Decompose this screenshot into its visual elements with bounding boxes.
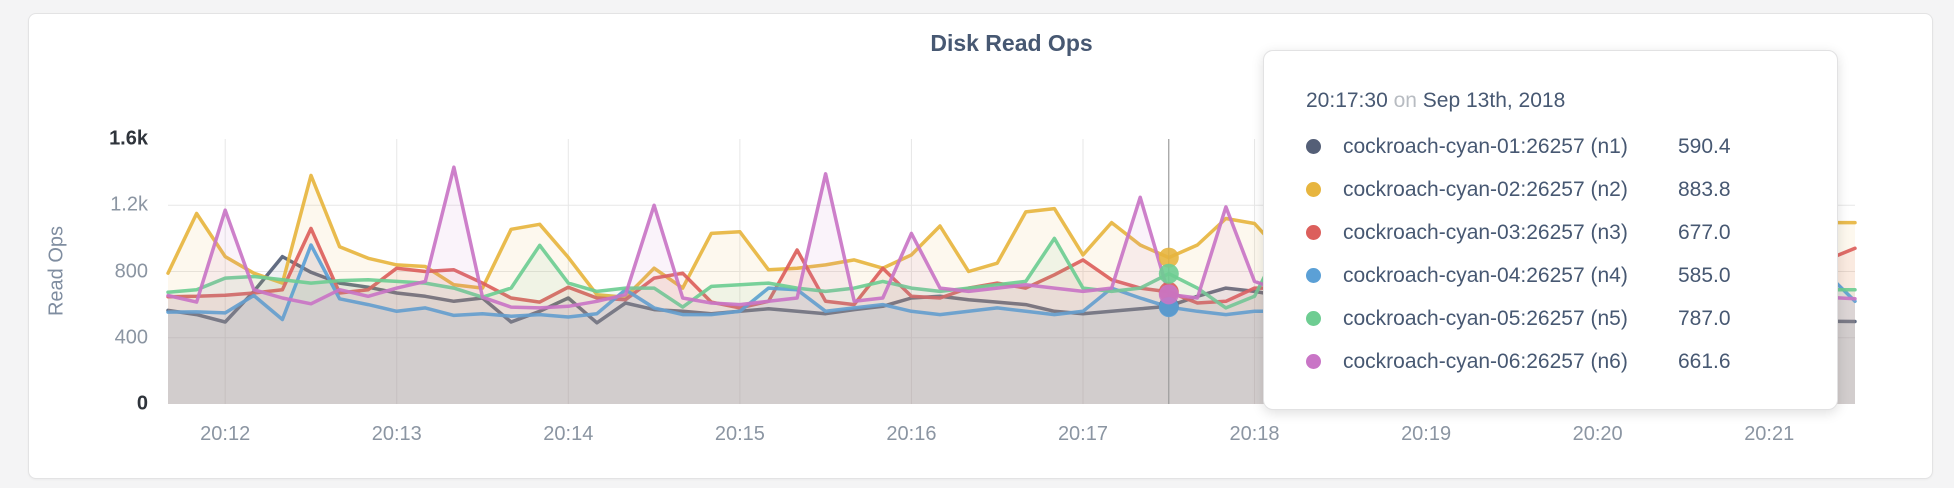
tooltip-row: cockroach-cyan-03:26257 (n3) 677.0 [1306, 211, 1809, 254]
x-tick-label: 20:15 [714, 423, 765, 445]
series-name: cockroach-cyan-06:26257 (n6) [1343, 349, 1628, 373]
x-tick-label: 20:16 [886, 423, 937, 445]
series-color-dot [1306, 311, 1321, 326]
series-name: cockroach-cyan-02:26257 (n2) [1343, 177, 1628, 201]
series-name: cockroach-cyan-05:26257 (n5) [1343, 306, 1628, 330]
y-tick-label: 0 [136, 392, 148, 415]
series-name: cockroach-cyan-03:26257 (n3) [1343, 220, 1628, 244]
tooltip-row: cockroach-cyan-02:26257 (n2) 883.8 [1306, 168, 1809, 211]
x-tick-label: 20:12 [200, 423, 251, 445]
y-tick-label: 1.6k [109, 127, 148, 150]
tooltip-row: cockroach-cyan-01:26257 (n1) 590.4 [1306, 125, 1809, 168]
series-color-dot [1306, 268, 1321, 283]
x-tick-label: 20:18 [1229, 423, 1280, 445]
x-tick-label: 20:14 [543, 423, 594, 445]
tooltip-row: cockroach-cyan-04:26257 (n4) 585.0 [1306, 254, 1809, 297]
series-value: 661.6 [1678, 349, 1731, 373]
y-tick-label: 400 [114, 326, 148, 349]
tooltip-title: 20:17:30 on Sep 13th, 2018 [1306, 89, 1837, 113]
hover-tooltip: 20:17:30 on Sep 13th, 2018 cockroach-cya… [1263, 50, 1838, 410]
y-tick-label: 800 [114, 260, 148, 282]
tooltip-rows: cockroach-cyan-01:26257 (n1) 590.4 cockroa… [1306, 125, 1837, 383]
tooltip-date: Sep 13th, 2018 [1422, 89, 1566, 112]
x-tick-label: 20:19 [1401, 423, 1452, 445]
series-color-dot [1306, 225, 1321, 240]
tooltip-row: cockroach-cyan-06:26257 (n6) 661.6 [1306, 340, 1809, 383]
x-tick-label: 20:20 [1572, 423, 1623, 445]
series-color-dot [1306, 182, 1321, 197]
x-tick-label: 20:21 [1744, 423, 1795, 445]
series-name: cockroach-cyan-01:26257 (n1) [1343, 134, 1628, 158]
y-tick-label: 1.2k [110, 193, 148, 216]
series-name: cockroach-cyan-04:26257 (n4) [1343, 263, 1628, 287]
series-value: 585.0 [1678, 263, 1731, 287]
series-value: 677.0 [1678, 220, 1731, 244]
series-color-dot [1306, 139, 1321, 154]
x-tick-label: 20:17 [1057, 423, 1108, 445]
series-color-dot [1306, 354, 1321, 369]
tooltip-row: cockroach-cyan-05:26257 (n5) 787.0 [1306, 297, 1809, 340]
series-value: 883.8 [1678, 177, 1731, 201]
x-tick-label: 20:13 [371, 423, 422, 445]
tooltip-on-word: on [1393, 89, 1417, 112]
tooltip-time: 20:17:30 [1306, 89, 1388, 112]
series-value: 590.4 [1678, 134, 1731, 158]
chart-title: Disk Read Ops [930, 30, 1093, 56]
series-value: 787.0 [1678, 306, 1731, 330]
